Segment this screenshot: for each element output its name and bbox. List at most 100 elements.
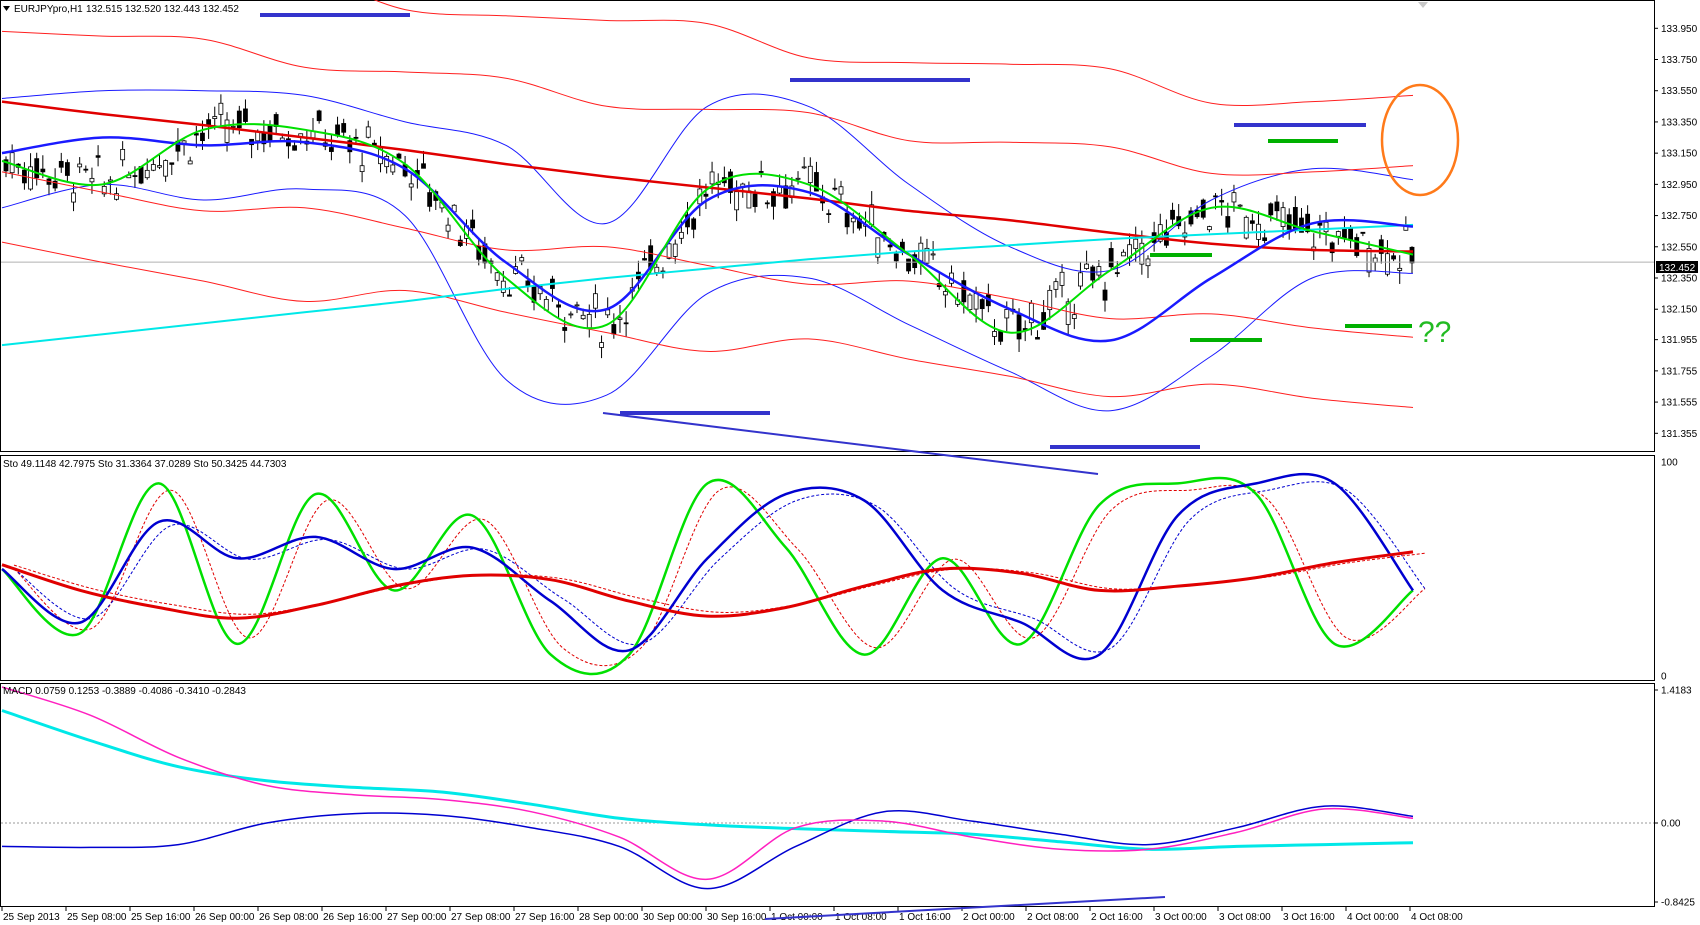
candle-body: [1249, 220, 1255, 224]
candle-body: [1090, 266, 1096, 281]
candle-body: [77, 163, 83, 168]
candle-body: [992, 331, 997, 337]
candle-body: [445, 224, 451, 232]
candle-body: [1188, 210, 1194, 225]
price-series-1: [1, 223, 1414, 347]
price-tick-label: 132.950: [1661, 180, 1698, 191]
x-tick-label: 25 Sep 08:00: [67, 912, 127, 923]
price-tick-label: 133.350: [1661, 117, 1698, 128]
candle-body: [1268, 203, 1274, 216]
candle-body: [1084, 263, 1089, 270]
candle-body: [642, 258, 647, 261]
env-upper-red-2: [373, 0, 1414, 106]
candle-body: [83, 168, 89, 171]
candle-body: [58, 160, 64, 168]
candle-body: [52, 180, 58, 189]
candle-body: [1078, 272, 1083, 287]
stochastic-tick-label: 100: [1661, 458, 1678, 469]
candle-body: [593, 293, 598, 309]
candle-body: [672, 243, 678, 257]
candle-body: [169, 162, 175, 165]
candle-body: [807, 165, 813, 184]
ohlc-readout: 132.515 132.520 132.443 132.452: [86, 4, 239, 15]
candle-body: [973, 293, 979, 310]
price-tick-label: 133.550: [1661, 86, 1698, 97]
macd-panel[interactable]: [0, 683, 1655, 907]
candle-body: [114, 193, 119, 200]
candle-body: [1121, 251, 1126, 257]
candle-body: [746, 190, 752, 209]
candle-body: [138, 166, 144, 184]
candle-body: [893, 253, 899, 262]
stochastic-panel[interactable]: [0, 455, 1655, 681]
candle-body: [568, 313, 574, 316]
chart-shift-icon[interactable]: [1418, 2, 1428, 8]
candle-body: [599, 342, 604, 348]
candle-body: [292, 145, 297, 151]
candle-body: [132, 175, 138, 177]
candle-body: [255, 131, 261, 142]
candle-body: [95, 155, 101, 158]
x-tick-label: 25 Sep 16:00: [131, 912, 191, 923]
price-tick-label: 132.550: [1661, 242, 1698, 253]
candle-body: [243, 108, 248, 122]
macd-series-1: [1, 805, 1414, 890]
candle-body: [1065, 301, 1071, 325]
dropdown-arrow-icon[interactable]: [3, 6, 10, 11]
candle-body: [709, 171, 715, 185]
x-tick-label: 28 Sep 00:00: [579, 912, 639, 923]
price-tick-label: 131.955: [1661, 335, 1698, 346]
candle-body: [617, 317, 623, 320]
candle-body: [494, 272, 500, 281]
macd-tick-label: 1.4183: [1661, 686, 1692, 697]
candle-body: [1348, 228, 1354, 241]
candle-body: [365, 126, 371, 138]
candle-body: [1262, 237, 1268, 241]
candle-body: [64, 162, 70, 176]
candle-body: [1385, 253, 1390, 275]
current-price-label: 132.452: [1659, 263, 1696, 274]
macd-series-2: [1, 686, 1414, 881]
candle-body: [427, 192, 433, 207]
candle-body: [1102, 289, 1108, 301]
candle-body: [421, 163, 426, 169]
candle-body: [801, 166, 807, 169]
candle-body: [1059, 271, 1065, 286]
macd-tick-label: -0.8425: [1661, 898, 1695, 909]
candle-body: [654, 266, 660, 273]
candle-body: [1071, 314, 1077, 319]
candle-body: [390, 164, 396, 173]
price-tick-label: 131.355: [1661, 429, 1698, 440]
candle-body: [795, 177, 801, 180]
candle-body: [457, 239, 463, 246]
price-tick-label: 132.750: [1661, 211, 1698, 222]
candle-body: [918, 242, 924, 262]
stochastic-lines: [1, 472, 1426, 676]
candle-body: [347, 140, 353, 153]
candle-body: [734, 191, 740, 211]
candle-body: [187, 160, 193, 165]
x-tick-label: 27 Sep 00:00: [387, 912, 447, 923]
price-y-axis: 133.950 133.750 133.550 133.350 133.150 132.9…: [1654, 24, 1698, 440]
candle-body: [844, 212, 850, 228]
candle-body: [1342, 227, 1347, 239]
price-series-0: [1, 100, 1414, 253]
price-panel[interactable]: [0, 0, 1655, 464]
price-markers: [260, 13, 1412, 464]
price-tick-label: 131.555: [1661, 398, 1698, 409]
candle-body: [586, 314, 592, 329]
candle-body: [144, 169, 150, 179]
x-tick-label: 3 Oct 16:00: [1283, 912, 1335, 923]
candle-body: [678, 231, 684, 239]
price-tick-label: 132.350: [1661, 274, 1698, 285]
candle-body: [562, 327, 568, 331]
x-tick-label: 27 Sep 08:00: [451, 912, 511, 923]
x-tick-label: 30 Sep 16:00: [707, 912, 767, 923]
candle-body: [875, 237, 881, 258]
candle-body: [163, 160, 169, 177]
candle-body: [752, 193, 758, 207]
candle-body: [728, 171, 733, 193]
candle-body: [979, 299, 985, 310]
candle-body: [1274, 201, 1280, 212]
